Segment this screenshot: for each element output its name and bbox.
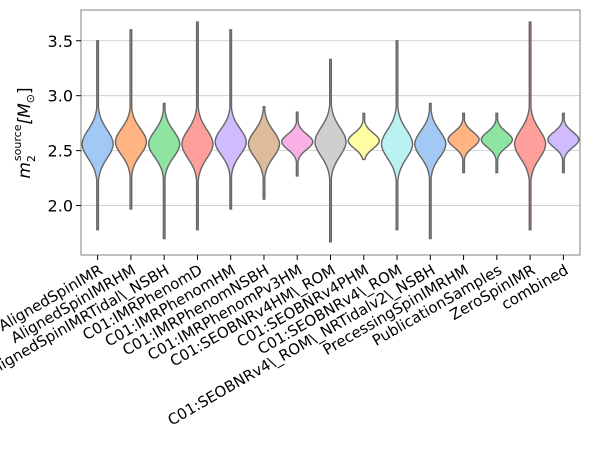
violin-1 (114, 29, 148, 210)
violin-11 (447, 112, 480, 174)
violin-2 (147, 102, 181, 240)
y-axis-label: m2source[M⊙] (11, 87, 38, 178)
violin-14 (547, 112, 580, 174)
violin-9 (380, 40, 414, 231)
violin-7 (314, 58, 347, 243)
y-tick-label: 2.0 (48, 197, 73, 216)
violin-5 (247, 106, 281, 200)
violin-0 (81, 40, 114, 231)
violin-6 (280, 111, 314, 177)
y-tick-label: 3.0 (48, 87, 73, 106)
violin-3 (181, 21, 214, 231)
y-tick-label: 3.5 (48, 32, 73, 51)
violin-10 (414, 102, 447, 240)
violin-4 (214, 29, 247, 210)
y-tick-label: 2.5 (48, 142, 73, 161)
violin-13 (513, 21, 547, 231)
violin-8 (347, 112, 380, 161)
violin-12 (480, 112, 514, 174)
